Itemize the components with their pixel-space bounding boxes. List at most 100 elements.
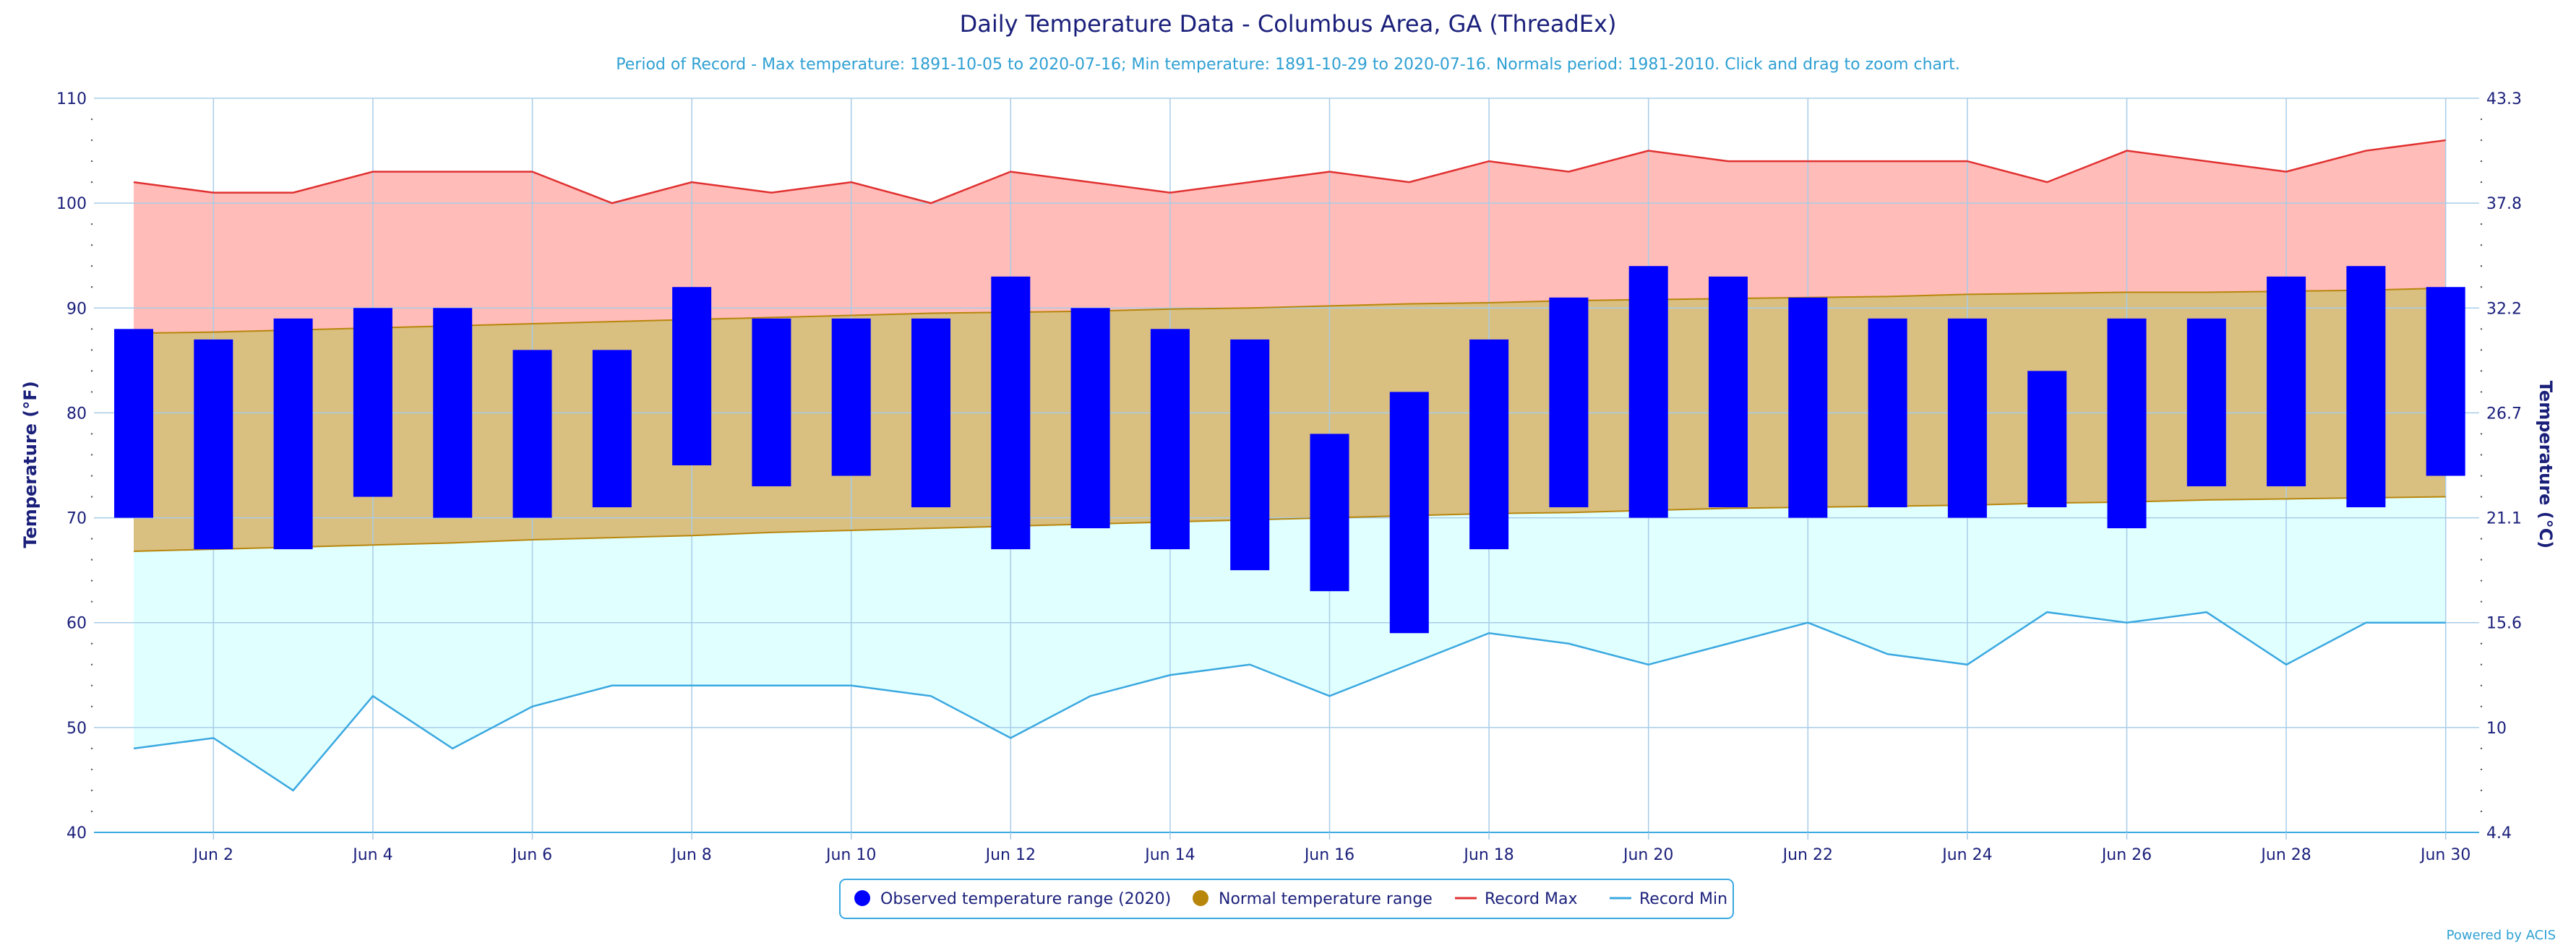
minor-tick-right: [2480, 642, 2483, 645]
minor-tick-right: [2480, 139, 2483, 142]
minor-tick-right: [2480, 454, 2483, 456]
x-tick-label: Jun 24: [1941, 846, 1992, 864]
legend-record-max-label[interactable]: Record Max: [1485, 890, 1578, 908]
minor-tick-left: [90, 139, 93, 142]
record-max-line: [133, 139, 2446, 204]
minor-tick-right: [2480, 433, 2483, 435]
observed-bar: [991, 276, 1031, 550]
x-tick-label: Jun 14: [1143, 846, 1195, 864]
observed-bar: [114, 329, 153, 518]
minor-tick-left: [90, 559, 93, 561]
x-tick-label: Jun 12: [984, 846, 1036, 864]
minor-tick-left: [90, 160, 93, 163]
x-tick-label: Jun 20: [1622, 846, 1673, 864]
minor-tick-left: [90, 286, 93, 288]
x-tick-label: Jun 26: [2100, 846, 2152, 864]
minor-tick-left: [90, 475, 93, 477]
y-tick-label-right: 43.3: [2486, 90, 2522, 108]
observed-bar: [273, 318, 313, 550]
minor-tick-left: [90, 433, 93, 435]
observed-bar: [752, 318, 791, 487]
observed-bar: [2027, 371, 2067, 508]
y-tick-label-right: 10: [2486, 720, 2507, 738]
observed-bar: [1230, 339, 1270, 571]
minor-tick-left: [90, 538, 93, 540]
normal-high-line: [133, 287, 2446, 335]
y-axis-label-left: Temperature (°F): [20, 381, 40, 548]
minor-tick-right: [2480, 810, 2483, 813]
minor-tick-right: [2480, 768, 2483, 771]
minor-tick-right: [2480, 663, 2483, 665]
minor-tick-left: [90, 642, 93, 645]
minor-tick-right: [2480, 391, 2483, 393]
y-tick-label-right: 15.6: [2486, 615, 2522, 633]
minor-tick-right: [2480, 559, 2483, 561]
record-min-area: [134, 496, 2446, 790]
y-tick-label-left: 70: [66, 510, 87, 528]
observed-bar: [1868, 318, 1907, 508]
minor-tick-left: [90, 747, 93, 750]
credit-link[interactable]: Powered by ACIS: [2447, 928, 2556, 943]
legend: Observed temperature range (2020) Normal…: [839, 879, 1734, 919]
observed-bar: [592, 350, 632, 508]
x-tick-label: Jun 4: [351, 846, 392, 864]
legend-observed-marker[interactable]: [854, 890, 870, 906]
minor-tick-left: [90, 181, 93, 184]
observed-bar: [1150, 329, 1190, 550]
minor-tick-right: [2480, 328, 2483, 330]
observed-bar: [1788, 297, 1828, 518]
minor-tick-right: [2480, 349, 2483, 351]
minor-tick-left: [90, 328, 93, 330]
normal-range-area: [134, 288, 2446, 552]
x-tick-label: Jun 8: [670, 846, 711, 864]
minor-tick-left: [90, 349, 93, 351]
legend-observed-label[interactable]: Observed temperature range (2020): [880, 890, 1171, 908]
y-tick-label-left: 110: [56, 90, 87, 108]
observed-bar: [2267, 276, 2306, 487]
minor-tick-left: [90, 705, 93, 708]
observed-bar: [353, 308, 392, 497]
observed-bar: [672, 287, 712, 465]
y-tick-label-right: 37.8: [2486, 195, 2522, 213]
legend-record-min-label[interactable]: Record Min: [1639, 890, 1727, 908]
minor-tick-left: [90, 223, 93, 225]
minor-tick-right: [2480, 160, 2483, 163]
minor-tick-left: [90, 600, 93, 603]
minor-tick-left: [90, 789, 93, 792]
minor-tick-left: [90, 810, 93, 813]
y-tick-label-left: 100: [56, 195, 87, 213]
observed-bars: [114, 266, 2465, 634]
minor-tick-left: [90, 370, 93, 372]
observed-bar: [1469, 339, 1509, 550]
legend-normal-label[interactable]: Normal temperature range: [1219, 890, 1433, 908]
minor-tick-right: [2480, 370, 2483, 372]
x-tick-label: Jun 2: [192, 846, 233, 864]
range-fills: [134, 140, 2446, 790]
x-tick-label: Jun 22: [1782, 846, 1833, 864]
minor-tick-left: [90, 118, 93, 121]
observed-bar: [2426, 287, 2465, 476]
minor-tick-left: [90, 265, 93, 267]
observed-bar: [2186, 318, 2226, 487]
observed-bar: [2107, 318, 2147, 529]
record-lines: [133, 139, 2446, 792]
minor-tick-right: [2480, 789, 2483, 792]
x-tick-label: Jun 30: [2419, 846, 2470, 864]
minor-tick-right: [2480, 684, 2483, 686]
minor-tick-right: [2480, 747, 2483, 750]
y-tick-label-left: 50: [66, 720, 87, 738]
minor-tick-right: [2480, 265, 2483, 267]
observed-bar: [831, 318, 871, 476]
minor-tick-left: [90, 391, 93, 393]
observed-bar: [1947, 318, 1987, 518]
minor-tick-left: [90, 244, 93, 246]
observed-bar: [433, 308, 473, 518]
legend-normal-marker[interactable]: [1193, 890, 1208, 906]
y-axis-label-right: Temperature (°C): [2536, 381, 2556, 549]
minor-tick-left: [90, 684, 93, 686]
chart-subtitle: Period of Record - Max temperature: 1891…: [616, 56, 1959, 74]
record-min-line: [133, 611, 2446, 792]
minor-tick-right: [2480, 538, 2483, 540]
y-tick-label-left: 60: [66, 615, 87, 633]
